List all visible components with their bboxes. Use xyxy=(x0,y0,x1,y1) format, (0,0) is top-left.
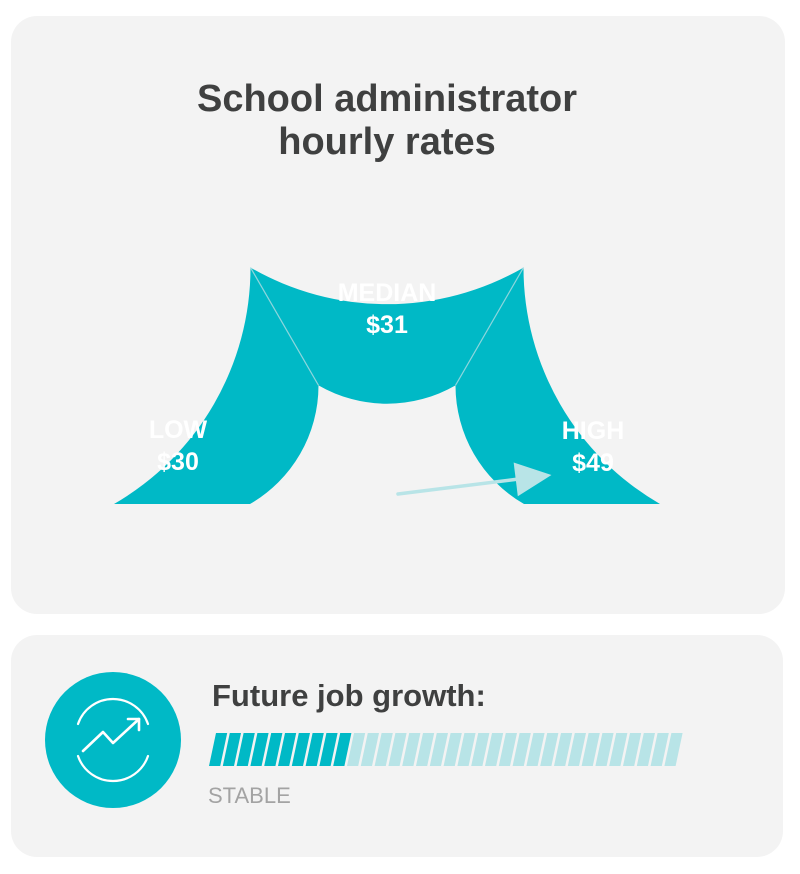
growth-segment-empty xyxy=(360,733,379,766)
growth-segment-empty xyxy=(636,733,655,766)
job-growth-title: Future job growth: xyxy=(212,678,486,713)
gauge-needle xyxy=(396,477,518,496)
growth-segment-empty xyxy=(374,733,393,766)
rates-title-line-1: School administrator xyxy=(196,78,578,120)
job-growth-bar xyxy=(209,733,683,766)
growth-segment-empty xyxy=(526,733,545,766)
gauge-segment-median xyxy=(250,267,524,404)
growth-segment-filled xyxy=(291,733,310,766)
growth-segment-empty xyxy=(402,733,421,766)
gauge-label-median: MEDIAN $31 xyxy=(307,277,467,341)
gauge-divider-1 xyxy=(249,267,320,386)
high-value: $49 xyxy=(572,449,614,477)
gauge-segment-low xyxy=(114,267,319,504)
job-growth-status: STABLE xyxy=(208,783,291,808)
growth-segment-empty xyxy=(471,733,490,766)
growth-segment-empty xyxy=(540,733,559,766)
growth-segment-filled xyxy=(333,733,352,766)
growth-segment-empty xyxy=(416,733,435,766)
growth-segment-filled xyxy=(209,733,228,766)
growth-segment-filled xyxy=(236,733,255,766)
growth-segment-filled xyxy=(278,733,297,766)
rate-gauge xyxy=(114,267,660,504)
growth-segment-filled xyxy=(264,733,283,766)
growth-segment-empty xyxy=(581,733,600,766)
growth-segment-empty xyxy=(623,733,642,766)
growth-segment-empty xyxy=(664,733,683,766)
growth-segment-empty xyxy=(498,733,517,766)
growth-segment-empty xyxy=(443,733,462,766)
gauge-segment-high xyxy=(455,267,660,504)
growth-segment-empty xyxy=(609,733,628,766)
growth-segment-empty xyxy=(457,733,476,766)
median-name: MEDIAN xyxy=(337,279,437,307)
low-name: LOW xyxy=(148,416,208,444)
growth-segment-filled xyxy=(319,733,338,766)
growth-segment-empty xyxy=(567,733,586,766)
growth-segment-filled xyxy=(305,733,324,766)
growth-segment-empty xyxy=(595,733,614,766)
growth-segment-empty xyxy=(429,733,448,766)
growth-segment-filled xyxy=(222,733,241,766)
growth-segment-filled xyxy=(250,733,269,766)
gauge-label-low: LOW $30 xyxy=(98,414,258,478)
growth-segment-empty xyxy=(650,733,669,766)
high-name: HIGH xyxy=(561,417,625,445)
gauge-label-high: HIGH $49 xyxy=(513,415,673,479)
median-value: $31 xyxy=(366,311,408,339)
growth-segment-empty xyxy=(485,733,504,766)
growth-segment-empty xyxy=(347,733,366,766)
rates-title-line-2: hourly rates xyxy=(278,121,496,163)
low-value: $30 xyxy=(157,448,199,476)
gauge-divider-2 xyxy=(454,267,525,386)
growth-segment-empty xyxy=(554,733,573,766)
trend-up-icon xyxy=(45,672,181,808)
growth-segment-empty xyxy=(388,733,407,766)
gauge-needle-head xyxy=(513,462,552,497)
growth-segment-empty xyxy=(512,733,531,766)
